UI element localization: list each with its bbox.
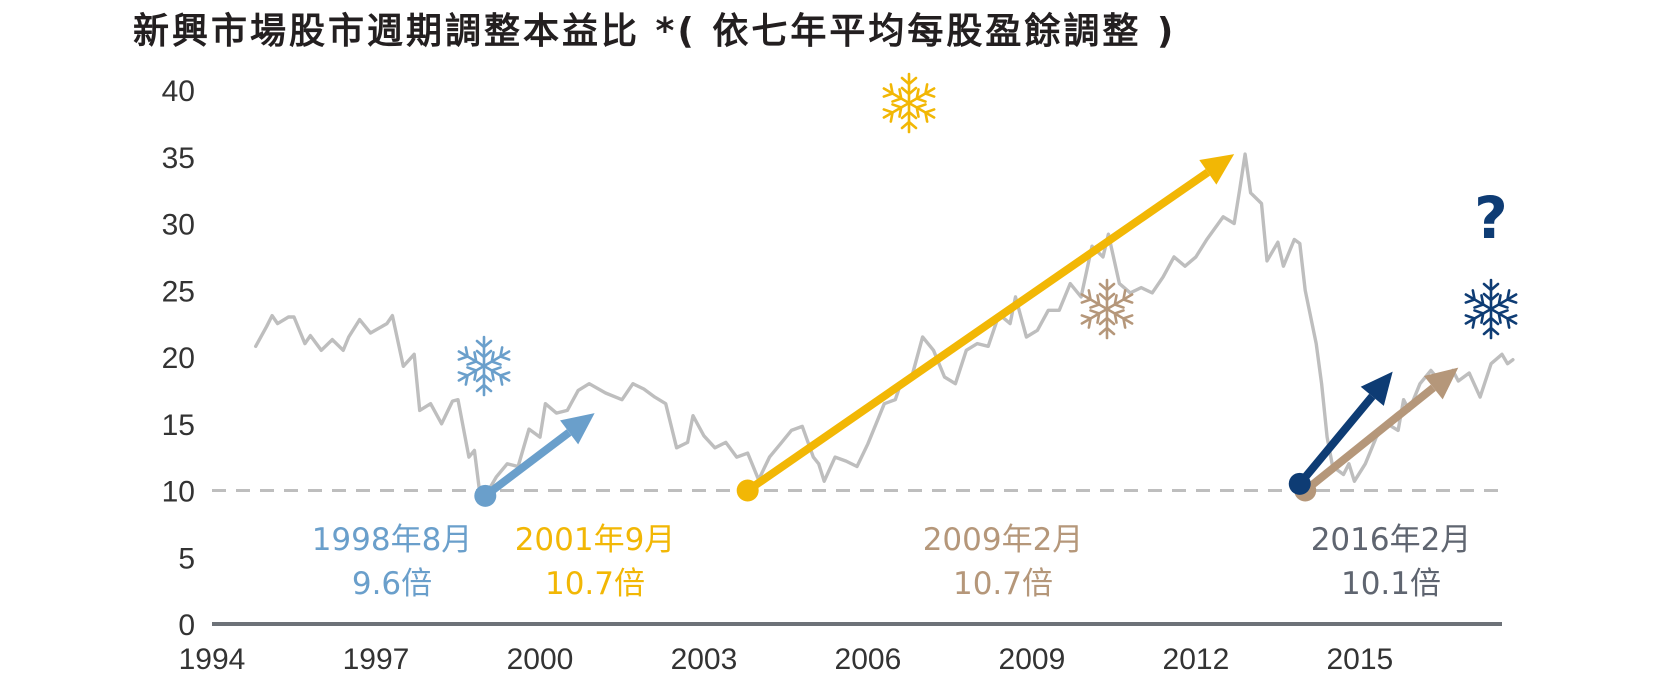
annotation-date-1: 1998年8月 xyxy=(312,522,473,558)
arrow-1 xyxy=(474,413,595,507)
x-tick-label-1997: 1997 xyxy=(343,643,410,675)
annotation-value-4: 10.1倍 xyxy=(1341,566,1441,602)
snowflake-icon xyxy=(457,335,511,397)
arrow-3 xyxy=(1294,367,1459,502)
y-tick-label-35: 35 xyxy=(162,142,195,175)
y-tick-label-40: 40 xyxy=(162,75,195,108)
snowflake-icon xyxy=(1464,278,1518,340)
arrow-4 xyxy=(1288,371,1393,495)
start-dot-1 xyxy=(474,484,497,507)
y-tick-label-0: 0 xyxy=(178,609,195,642)
y-tick-label-10: 10 xyxy=(162,476,195,509)
start-dot-4 xyxy=(1288,472,1311,495)
markers: ? xyxy=(457,72,1518,397)
x-tick-label-2003: 2003 xyxy=(671,643,738,675)
annotation-value-1: 9.6倍 xyxy=(352,566,432,602)
y-tick-label-30: 30 xyxy=(162,209,195,242)
y-tick-label-25: 25 xyxy=(162,275,195,308)
series-line xyxy=(253,152,1515,498)
annotation-value-3: 10.7倍 xyxy=(953,566,1053,602)
y-tick-label-15: 15 xyxy=(162,409,195,442)
x-tick-label-2009: 2009 xyxy=(999,643,1066,675)
x-tick-label-1994: 1994 xyxy=(179,643,246,675)
arrow-2 xyxy=(736,154,1235,502)
x-tick-label-2012: 2012 xyxy=(1163,643,1230,675)
annotation-date-2: 2001年9月 xyxy=(515,522,676,558)
annotation-value-2: 10.7倍 xyxy=(545,566,645,602)
annotations: 1998年8月 9.6倍 2001年9月 10.7倍 2009年2月 10.7倍 2016年… xyxy=(312,522,1472,602)
y-axis-ticks: 0 5 10 15 20 25 30 35 40 xyxy=(162,75,195,642)
annotation-date-4: 2016年2月 xyxy=(1311,522,1472,558)
x-tick-label-2000: 2000 xyxy=(507,643,574,675)
annotation-date-3: 2009年2月 xyxy=(923,522,1084,558)
x-axis-ticks: 1994 1997 2000 2003 2006 2009 2012 2015 xyxy=(179,643,1394,675)
y-tick-label-20: 20 xyxy=(162,342,195,375)
snowflake-icon xyxy=(882,72,936,134)
arrows xyxy=(474,154,1459,507)
x-tick-label-2015: 2015 xyxy=(1327,643,1394,675)
x-tick-label-2006: 2006 xyxy=(835,643,902,675)
y-tick-label-5: 5 xyxy=(178,542,195,575)
question-mark: ? xyxy=(1474,184,1508,252)
start-dot-2 xyxy=(736,479,759,502)
snowflake-icon xyxy=(1080,278,1134,340)
chart-title: 新興市場股市週期調整本益比 *( 依七年平均每股盈餘調整 ) xyxy=(133,11,1177,52)
